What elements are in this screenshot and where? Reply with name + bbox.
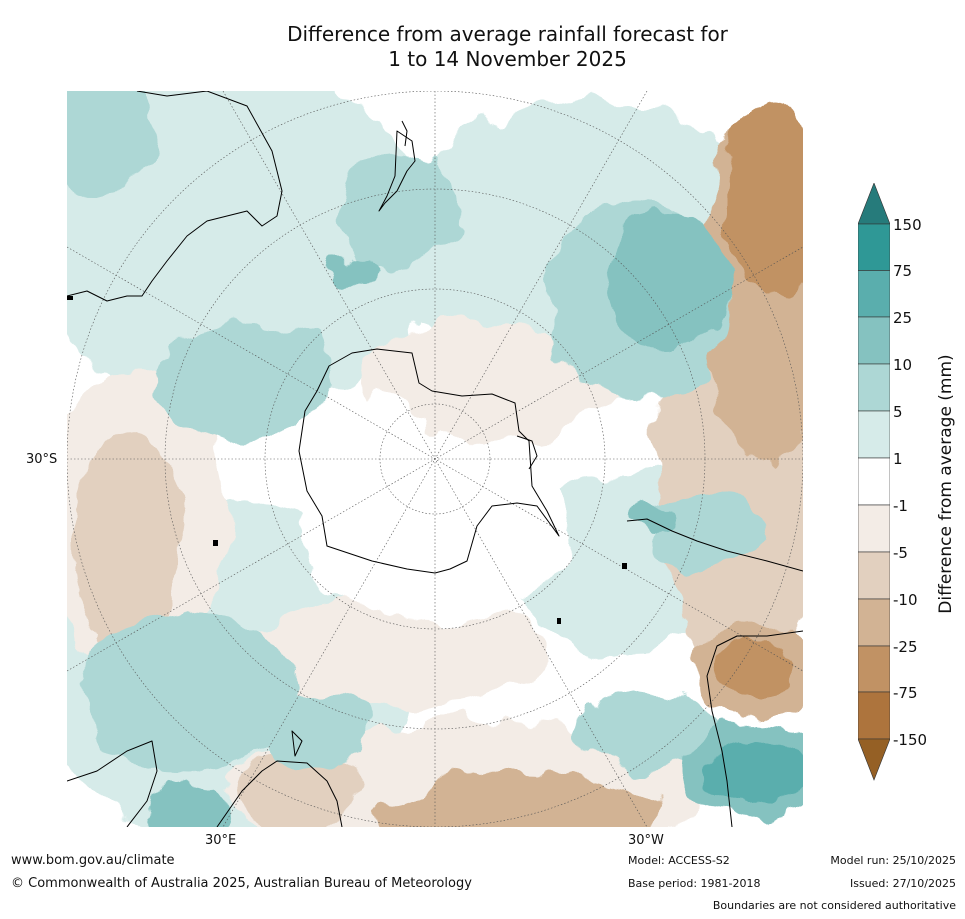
model-run-date: Model run: 25/10/2025 [830, 854, 956, 867]
map-title: Difference from average rainfall forecas… [0, 22, 965, 72]
islands [67, 296, 627, 624]
colorbar-segment [857, 363, 891, 412]
base-period: Base period: 1981-2018 [628, 877, 761, 890]
longitude-label-30w: 30°W [628, 833, 664, 848]
colorbar-segment [857, 551, 891, 600]
africa-coast [216, 760, 343, 827]
colorbar-under-arrow [857, 738, 891, 781]
antarctic-peninsula [516, 435, 538, 470]
longitude-label-30e: 30°E [205, 833, 237, 848]
new-zealand-north [401, 120, 408, 147]
colorbar [857, 182, 891, 783]
south-america-coast [626, 518, 803, 827]
coastlines [67, 91, 803, 827]
colorbar-tick: -150 [893, 731, 928, 749]
colorbar-segment [857, 316, 891, 365]
rainfall-anomaly-map [67, 91, 803, 827]
colorbar-tick: 150 [893, 216, 922, 234]
australia-coast [67, 91, 283, 302]
colorbar-title: Difference from average (mm) [936, 354, 956, 614]
africa-west [67, 740, 158, 827]
madagascar-coast [291, 730, 303, 757]
colorbar-segment [857, 691, 891, 740]
new-zealand-coast [378, 130, 416, 212]
colorbar-segment [857, 270, 891, 318]
colorbar-segment [857, 223, 891, 271]
colorbar-tick: 75 [893, 262, 913, 280]
colorbar-tick: 10 [893, 356, 913, 374]
colorbar-over-arrow [857, 182, 891, 225]
colorbar-tick: -25 [893, 638, 918, 656]
latitude-label-30s: 30°S [26, 452, 58, 467]
bom-website-link[interactable]: www.bom.gov.au/climate [11, 853, 175, 868]
colorbar-tick: -1 [893, 497, 908, 515]
graticule [67, 91, 803, 827]
colorbar-segment [857, 504, 891, 553]
colorbar-tick: 25 [893, 309, 913, 327]
colorbar-segment [857, 410, 891, 459]
colorbar-segment [857, 645, 891, 693]
colorbar-tick: 1 [893, 450, 903, 468]
colorbar-tick: -10 [893, 591, 918, 609]
boundaries-disclaimer: Boundaries are not considered authoritat… [712, 899, 956, 912]
colorbar-segment [857, 457, 891, 506]
antarctica-coast [298, 348, 560, 574]
title-line-1: Difference from average rainfall forecas… [287, 22, 728, 46]
anomaly-field [67, 91, 803, 827]
colorbar-segment [857, 598, 891, 647]
copyright-text: © Commonwealth of Australia 2025, Austra… [11, 876, 472, 891]
colorbar-tick: -75 [893, 684, 918, 702]
title-line-2: 1 to 14 November 2025 [388, 47, 627, 71]
issued-date: Issued: 27/10/2025 [849, 877, 956, 890]
colorbar-tick: 5 [893, 403, 903, 421]
model-name: Model: ACCESS-S2 [628, 854, 730, 867]
colorbar-tick: -5 [893, 544, 908, 562]
